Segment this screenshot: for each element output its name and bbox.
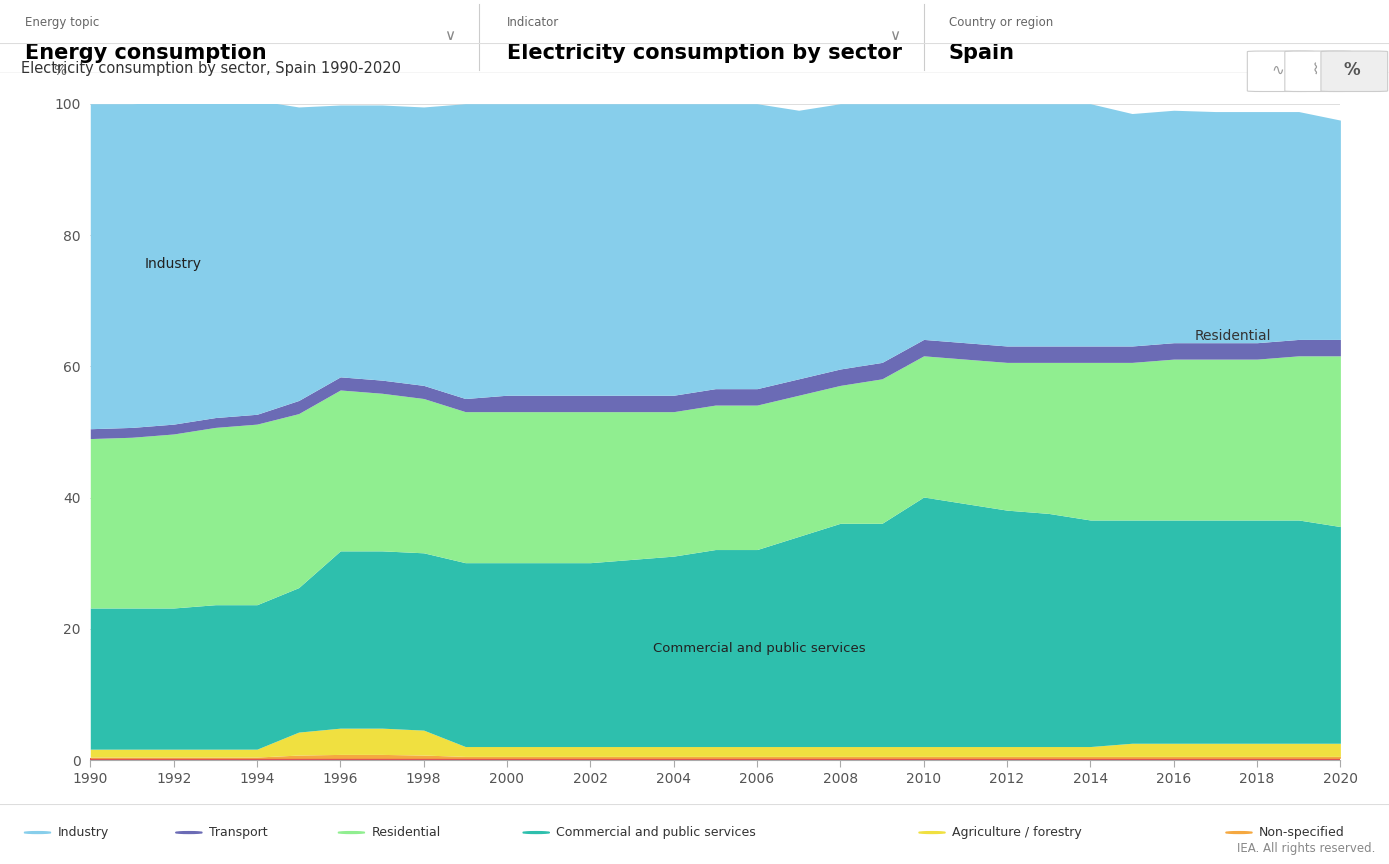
Text: Industry: Industry xyxy=(57,826,108,839)
Text: Transport: Transport xyxy=(208,826,268,839)
Text: Electricity consumption by sector: Electricity consumption by sector xyxy=(507,42,901,62)
Text: %: % xyxy=(53,64,65,79)
FancyBboxPatch shape xyxy=(1321,51,1388,92)
Text: ∿: ∿ xyxy=(1271,63,1285,78)
FancyBboxPatch shape xyxy=(1285,51,1351,92)
Ellipse shape xyxy=(338,832,365,834)
Text: Residential: Residential xyxy=(371,826,440,839)
Text: Industry: Industry xyxy=(144,257,201,270)
Text: %: % xyxy=(1343,61,1360,79)
Text: ∨: ∨ xyxy=(444,28,456,42)
FancyBboxPatch shape xyxy=(1247,51,1314,92)
Text: ∨: ∨ xyxy=(889,28,900,42)
Text: Non-specified: Non-specified xyxy=(1258,826,1345,839)
Ellipse shape xyxy=(522,832,550,834)
Text: Electricity consumption by sector, Spain 1990-2020: Electricity consumption by sector, Spain… xyxy=(21,61,401,76)
Ellipse shape xyxy=(24,832,51,834)
Ellipse shape xyxy=(918,832,946,834)
Text: Commercial and public services: Commercial and public services xyxy=(653,642,865,655)
Text: ⌇: ⌇ xyxy=(1311,63,1320,78)
Text: Commercial and public services: Commercial and public services xyxy=(556,826,756,839)
Text: Energy consumption: Energy consumption xyxy=(25,42,267,62)
Ellipse shape xyxy=(1225,832,1253,834)
Text: IEA. All rights reserved.: IEA. All rights reserved. xyxy=(1236,842,1375,855)
Ellipse shape xyxy=(175,832,203,834)
Text: Agriculture / forestry: Agriculture / forestry xyxy=(951,826,1082,839)
Text: Indicator: Indicator xyxy=(507,16,560,29)
Text: Energy topic: Energy topic xyxy=(25,16,99,29)
Text: Country or region: Country or region xyxy=(949,16,1053,29)
Text: Residential: Residential xyxy=(1195,329,1271,343)
Text: Spain: Spain xyxy=(949,42,1015,62)
